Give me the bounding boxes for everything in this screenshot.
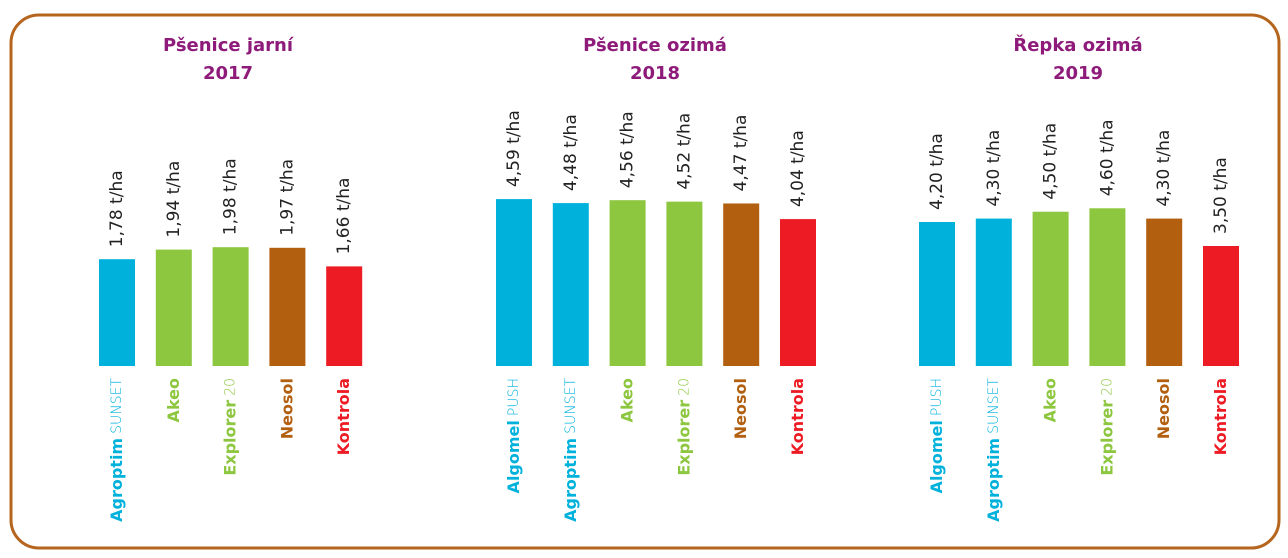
bar xyxy=(723,203,760,366)
category-label: Kontrola xyxy=(788,378,807,455)
bar xyxy=(99,259,135,366)
bar xyxy=(666,201,703,366)
bar xyxy=(609,200,646,366)
category-label: Akeo xyxy=(1040,378,1059,422)
value-label: 4,47 t/ha xyxy=(731,115,751,192)
value-label: 4,50 t/ha xyxy=(1041,123,1061,200)
category-name: Explorer xyxy=(674,400,693,476)
category-name: Akeo xyxy=(163,378,182,422)
value-label: 4,56 t/ha xyxy=(618,111,638,188)
category-name: Agroptim xyxy=(983,438,1002,522)
category-name: Agroptim xyxy=(560,438,579,522)
bar xyxy=(212,247,249,366)
value-label: 4,30 t/ha xyxy=(984,130,1004,207)
category-suffix: SUNSET xyxy=(986,378,1002,434)
category-name: Explorer xyxy=(220,400,239,476)
bar xyxy=(780,219,816,366)
value-label: 4,30 t/ha xyxy=(1154,130,1174,207)
category-name: Akeo xyxy=(1040,378,1059,422)
category-suffix: PUSH xyxy=(929,378,945,416)
category-label: Akeo xyxy=(163,378,182,422)
value-label: 3,50 t/ha xyxy=(1211,157,1231,234)
value-label: 1,98 t/ha xyxy=(221,158,241,235)
category-suffix: 20 xyxy=(223,378,239,396)
category-name: Kontrola xyxy=(334,378,353,455)
bar xyxy=(326,266,363,366)
category-label: Explorer 20 xyxy=(220,378,239,476)
category-label: Algomel PUSH xyxy=(504,378,523,493)
bar xyxy=(155,249,192,366)
category-name: Algomel xyxy=(927,420,946,493)
bar xyxy=(552,203,589,366)
bar xyxy=(919,222,955,366)
category-label: Agroptim SUNSET xyxy=(560,378,579,522)
category-label: Neosol xyxy=(1154,378,1173,439)
chart-subtitle: 2017 xyxy=(203,63,253,84)
category-label: Explorer 20 xyxy=(674,378,693,476)
category-suffix: PUSH xyxy=(506,378,522,416)
value-label: 1,78 t/ha xyxy=(107,170,127,247)
category-suffix: SUNSET xyxy=(109,378,125,434)
category-name: Neosol xyxy=(277,378,296,439)
chart-title: Řepka ozimá xyxy=(1013,34,1142,56)
category-name: Explorer xyxy=(1097,400,1116,476)
chart-title: Pšenice ozimá xyxy=(583,35,727,56)
bar xyxy=(496,199,532,366)
value-label: 4,52 t/ha xyxy=(674,113,694,190)
bar xyxy=(1089,208,1126,366)
category-name: Algomel xyxy=(504,420,523,493)
value-label: 4,20 t/ha xyxy=(927,133,947,210)
value-label: 1,94 t/ha xyxy=(164,161,184,238)
bar xyxy=(269,247,306,366)
category-suffix: SUNSET xyxy=(563,378,579,434)
category-label: Neosol xyxy=(277,378,296,439)
value-label: 4,60 t/ha xyxy=(1097,119,1117,196)
category-name: Kontrola xyxy=(788,378,807,455)
chart-subtitle: 2018 xyxy=(630,63,680,84)
category-name: Akeo xyxy=(617,378,636,422)
bar xyxy=(1146,218,1183,366)
bar xyxy=(1203,246,1239,366)
category-name: Neosol xyxy=(731,378,750,439)
category-label: Neosol xyxy=(731,378,750,439)
value-label: 1,66 t/ha xyxy=(334,178,354,255)
value-label: 1,97 t/ha xyxy=(277,159,297,236)
value-label: 4,59 t/ha xyxy=(504,110,524,187)
category-label: Kontrola xyxy=(1211,378,1230,455)
category-suffix: 20 xyxy=(1099,378,1115,396)
category-label: Explorer 20 xyxy=(1097,378,1116,476)
chart-subtitle: 2019 xyxy=(1053,63,1103,84)
value-label: 4,48 t/ha xyxy=(561,114,581,191)
category-label: Agroptim SUNSET xyxy=(107,378,126,522)
value-label: 4,04 t/ha xyxy=(788,130,808,207)
bar xyxy=(975,218,1012,366)
category-name: Kontrola xyxy=(1211,378,1230,455)
category-label: Algomel PUSH xyxy=(927,378,946,493)
category-label: Akeo xyxy=(617,378,636,422)
chart-title: Pšenice jarní xyxy=(163,35,294,56)
category-name: Agroptim xyxy=(107,438,126,522)
category-label: Agroptim SUNSET xyxy=(983,378,1002,522)
bar xyxy=(1032,211,1069,366)
category-name: Neosol xyxy=(1154,378,1173,439)
category-suffix: 20 xyxy=(676,378,692,396)
category-label: Kontrola xyxy=(334,378,353,455)
